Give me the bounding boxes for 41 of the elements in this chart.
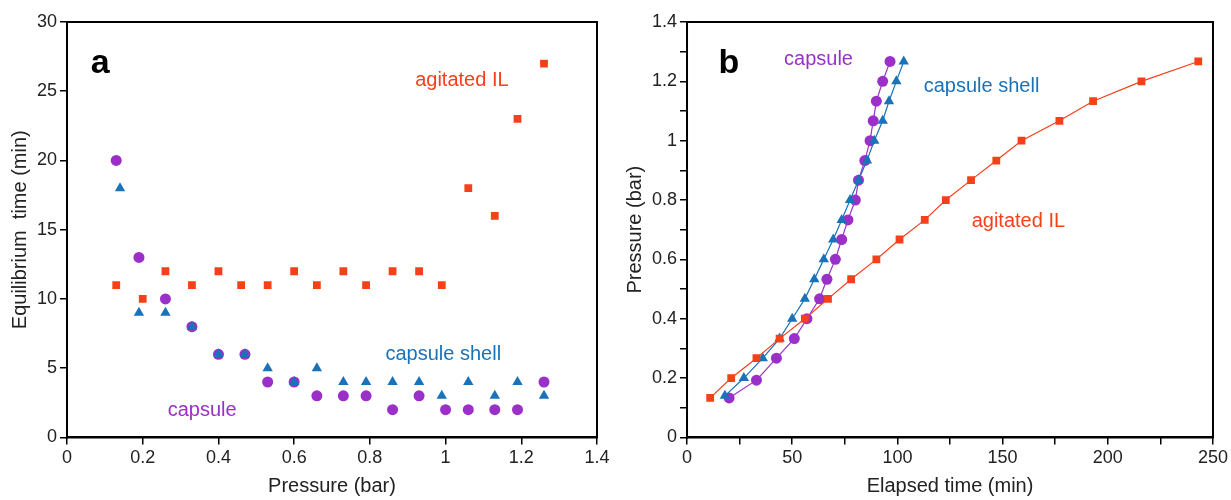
x-axis-title: Pressure (bar)	[268, 473, 396, 496]
y-tick-label: 0.6	[651, 248, 678, 269]
y-tick-label: 15	[36, 218, 58, 239]
x-tick-label: 250	[1197, 447, 1229, 468]
annotation: b	[718, 41, 740, 80]
x-tick-label: 0.2	[130, 447, 156, 468]
x-tick-label: 0.8	[357, 447, 383, 468]
series-label: agitated IL	[971, 208, 1066, 231]
x-tick-label: 100	[882, 447, 913, 468]
x-tick-label: 0	[682, 447, 693, 468]
series-label: capsule	[167, 397, 237, 420]
x-tick-label: 1	[440, 447, 451, 468]
y-tick-label: 0.8	[651, 189, 678, 209]
x-tick-label: 1.2	[508, 447, 534, 468]
x-tick-label: 50	[782, 447, 803, 468]
y-tick-label: 0	[667, 426, 678, 447]
y-tick-label: 20	[36, 149, 58, 170]
x-tick-label: 0.6	[281, 447, 307, 468]
series-label: capsule	[784, 46, 853, 69]
y-tick-label: 0.4	[651, 307, 678, 328]
y-tick-label: 0.2	[651, 367, 678, 388]
x-tick-label: 1.4	[584, 447, 610, 468]
y-axis-title: Equilibrium time (min)	[7, 130, 30, 330]
y-tick-label: 0	[47, 426, 58, 447]
y-tick-label: 1	[667, 129, 678, 150]
y-tick-label: 1.4	[651, 10, 678, 31]
y-axis-title: Pressure (bar)	[622, 165, 645, 294]
y-tick-label: 10	[36, 287, 58, 308]
x-tick-label: 0.4	[205, 447, 231, 468]
y-tick-label: 30	[36, 10, 58, 31]
y-tick-label: 1.2	[651, 70, 678, 91]
x-tick-label: 200	[1092, 447, 1123, 468]
x-tick-label: 150	[987, 447, 1018, 468]
y-tick-label: 25	[36, 80, 58, 101]
series-label: capsule shell	[385, 341, 502, 364]
annotation: a	[90, 41, 111, 80]
x-tick-label: 0	[62, 447, 73, 468]
y-tick-label: 5	[47, 357, 58, 378]
series-label: agitated IL	[415, 67, 509, 90]
x-axis-title: Elapsed time (min)	[866, 473, 1034, 496]
series-label: capsule shell	[923, 73, 1040, 96]
